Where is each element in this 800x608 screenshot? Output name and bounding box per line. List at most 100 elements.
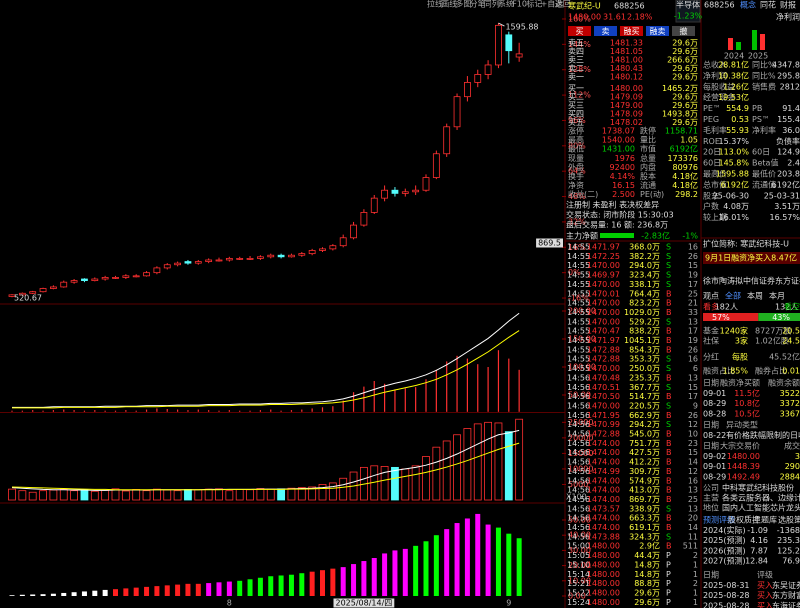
stat-value: 1540.00 [602,136,635,145]
stat-label: 量比 [640,135,656,145]
tick-time: 15:14 [567,570,590,579]
tick-time: 14:55 [567,261,590,270]
trade-tab[interactable] [568,26,591,36]
trade-tab[interactable] [672,26,695,36]
stat-value: 1431.00 [602,145,635,154]
profile-code: 688256 [704,1,735,10]
vote-bar [758,313,800,321]
trade-tab-label[interactable]: 卖 [602,27,610,36]
volume-bar [473,423,482,501]
y-tick-label: 64% [568,167,586,176]
x-label-bg [333,598,395,608]
tick-flag: S [666,355,671,364]
stat-label: 换手 [568,171,584,181]
candle-body [70,280,78,283]
tick-time: 14:56 [567,458,590,467]
toolbar-item[interactable]: 同列 [484,0,500,9]
profile-cell: PEG [703,115,719,124]
tick-volume: 235.3万 [629,373,660,382]
tick-time: 14:55 [567,317,590,326]
profile-cell: 60日 [752,148,770,157]
book-level: 买五 [568,118,584,127]
tick-flag: S [666,317,671,326]
trade-tab[interactable] [620,26,643,36]
trade-tab-label[interactable]: 撤 [680,26,688,36]
volume-bar [328,482,337,501]
tick-volume: 412.2万 [629,458,660,467]
stat-value: 1976 [615,154,635,163]
stat-label: 收益(二) [568,189,598,199]
tick-flag: P [666,551,671,560]
candle-body [163,264,171,269]
trade-status: 交易状态: 闭市阶段 15:30:03 [566,210,674,220]
candle-body [256,256,264,259]
news-bg [703,252,800,264]
toolbar-item[interactable]: 画线 [441,0,457,9]
tick-price: 1474.00 [587,476,620,485]
toolbar-item[interactable]: 拉线 [427,0,443,9]
profile-cell: 净利润 [703,70,727,80]
tick-volume: 854.3万 [629,345,660,354]
macd-bar [309,571,315,596]
tick-count: 11 [688,532,698,541]
stat-value: 92400 [610,163,635,172]
y-tick-label: 80% [568,141,586,150]
volume-bar [173,490,182,501]
trade-tab-label[interactable]: 融买 [624,26,640,36]
tick-flag: S [666,271,671,280]
toolbar-item[interactable]: 返回 [555,0,571,9]
table-cell: 08-29 [703,472,726,481]
trade-tab[interactable] [646,26,669,36]
toolbar-item[interactable]: 多图 [455,0,471,9]
toolbar-item[interactable]: 分笔 [470,0,486,9]
tick-flag: B [666,523,672,532]
candle-body [112,277,119,279]
ma-line [12,330,520,409]
tick-time: 14:55 [567,345,590,354]
stat-label: 最低 [568,144,584,154]
volume-bar [111,488,120,501]
tick-flag: B [666,299,672,308]
view-tab: 本月 [769,291,785,301]
volume-bar [515,418,524,501]
bar-caption: 净利润 [776,12,800,22]
candle-body [339,237,347,247]
tick-flag: P [666,560,671,569]
tick-volume: 529.2万 [629,317,660,326]
flow-pct: -1% [682,232,698,241]
trade-tab-label[interactable]: 融卖 [650,26,666,36]
profile-cell: 145.8% [718,159,749,168]
table-head: 日期 [703,442,719,451]
annotation-line [498,22,505,27]
tick-time: 14:55 [567,364,590,373]
tick-time: 14:55 [567,336,590,345]
trade-tab[interactable] [594,26,617,36]
tick-price: 1470.51 [587,383,620,392]
inst-cell: 3家 [735,336,748,346]
tick-volume: 574.9万 [629,476,660,485]
toolbar-item[interactable]: 系统 [498,0,514,9]
y-tick-label: 48% [568,192,586,201]
candle-body [298,253,306,256]
profile-tab[interactable]: 同花 [760,0,776,10]
profile-tab[interactable]: 概念 [740,0,756,10]
toolbar-item[interactable]: 标记 [526,0,542,9]
toolbar-item[interactable]: F10 [512,0,527,9]
macd-bar [102,589,108,596]
book-level: 卖二 [568,64,584,73]
toolbar-item[interactable]: +自选 [541,0,564,9]
tick-price: 1470.47 [587,327,620,336]
tick-price: 1470.99 [587,420,620,429]
y-tick-label: 16% [568,243,586,252]
book-price: 1481.33 [610,39,643,48]
table-head: 日期 [703,379,719,388]
forecast-tab: 选股策略 [778,515,800,525]
volume-bar [494,422,503,501]
profile-tab[interactable]: 财报 [780,0,796,10]
stat-label: 涨停 [568,126,584,136]
y-tick-label: 32% [568,217,586,226]
profile-cell: 10.38亿 [718,70,749,80]
table-cell: 09-01 [703,389,726,398]
trade-tab-label[interactable]: 买 [576,27,584,36]
tick-count: 25 [688,495,698,504]
